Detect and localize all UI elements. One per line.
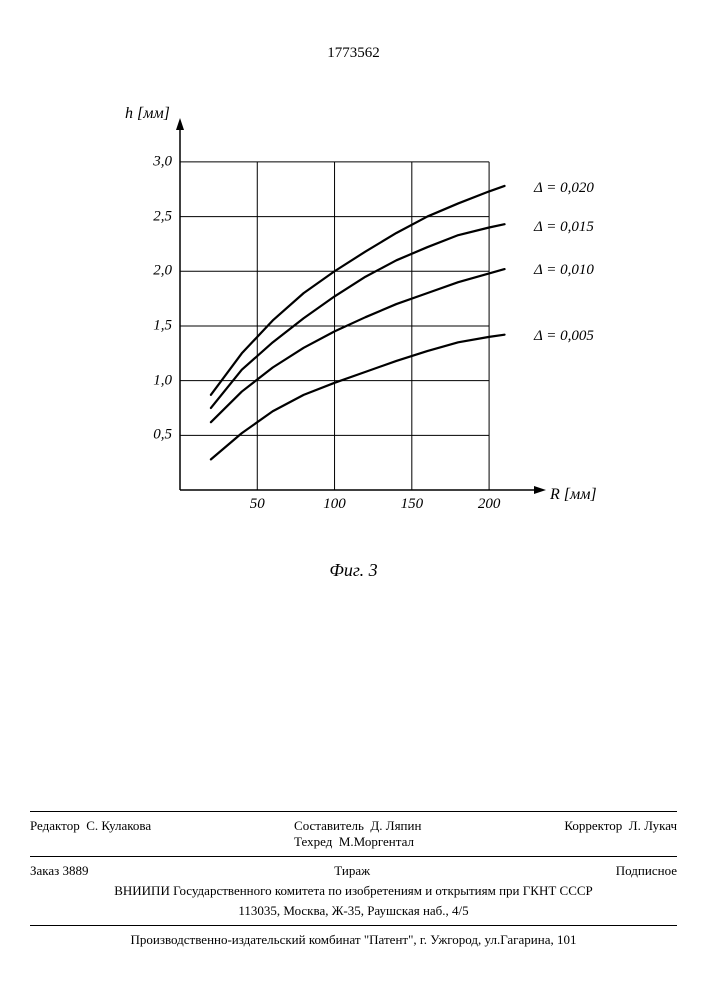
x-tick: 50 [250, 496, 265, 513]
editor-label: Редактор [30, 818, 80, 833]
compiler-label: Составитель [294, 818, 364, 833]
compiler-name: Д. Ляпин [370, 818, 421, 833]
x-tick: 200 [478, 496, 501, 513]
org-line2: 113035, Москва, Ж-35, Раушская наб., 4/5 [30, 901, 677, 921]
series-label: Δ = 0,015 [534, 219, 594, 236]
chart-svg [180, 140, 520, 490]
y-tick: 3,0 [153, 153, 172, 170]
x-tick: 150 [401, 496, 424, 513]
footer-block: Редактор С. Кулакова Составитель Д. Ляпи… [30, 807, 677, 950]
corrector-cell: Корректор Л. Лукач [564, 818, 677, 850]
y-tick: 1,5 [153, 317, 172, 334]
editor-cell: Редактор С. Кулакова [30, 818, 151, 850]
techred-label: Техред [294, 834, 332, 849]
y-tick: 0,5 [153, 427, 172, 444]
series-label: Δ = 0,005 [534, 328, 594, 345]
sub-label: Подписное [616, 863, 677, 879]
y-tick: 2,5 [153, 208, 172, 225]
chart: h [мм] 0,51,01,52,02,53,050100150200Δ = … [80, 105, 640, 535]
figure-caption: Фиг. 3 [0, 560, 707, 581]
y-axis-title: h [мм] [125, 105, 170, 123]
middle-cell: Составитель Д. Ляпин Техред М.Моргентал [294, 818, 421, 850]
corrector-name: Л. Лукач [629, 818, 677, 833]
y-tick: 2,0 [153, 263, 172, 280]
tirazh-label: Тираж [334, 863, 370, 879]
techred-name: М.Моргентал [339, 834, 414, 849]
y-tick: 1,0 [153, 372, 172, 389]
page-number: 1773562 [0, 45, 707, 62]
series-label: Δ = 0,020 [534, 180, 594, 197]
order-label: Заказ 3889 [30, 863, 89, 879]
editor-name: С. Кулакова [86, 818, 151, 833]
x-tick: 100 [323, 496, 346, 513]
press-line: Производственно-издательский комбинат "П… [30, 930, 677, 950]
x-axis-title: R [мм] [550, 486, 597, 504]
plot-area: 0,51,01,52,02,53,050100150200Δ = 0,020Δ … [180, 140, 520, 490]
corrector-label: Корректор [564, 818, 622, 833]
series-label: Δ = 0,010 [534, 262, 594, 279]
org-line1: ВНИИПИ Государственного комитета по изоб… [30, 881, 677, 901]
